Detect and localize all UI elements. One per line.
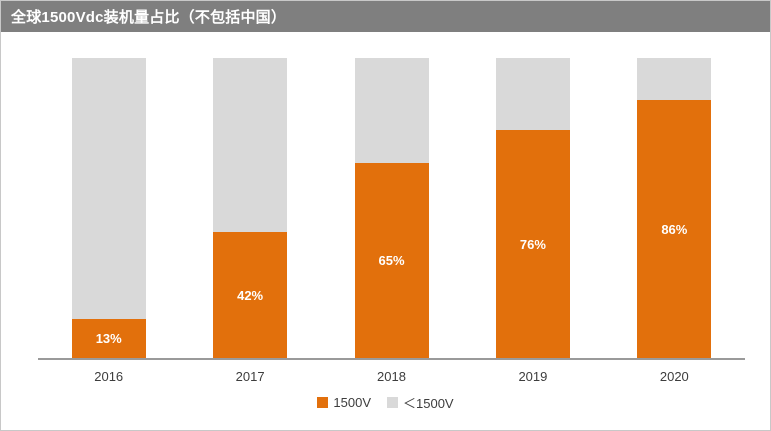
bar-segment-1500v: 65%	[354, 163, 429, 358]
x-axis-tick-label: 2017	[235, 369, 265, 384]
bar-group: 13%	[38, 58, 179, 358]
x-axis-labels: 2016 2017 2018 2019 2020	[38, 369, 745, 384]
bar-segment-lt1500v	[71, 58, 146, 319]
bar-value-label: 13%	[95, 331, 122, 346]
x-axis-line	[38, 358, 745, 360]
bar-segment-lt1500v	[213, 58, 288, 232]
bar-segment-lt1500v	[495, 58, 570, 130]
x-axis-tick-label: 2016	[94, 369, 124, 384]
chart-legend: 1500V ＜1500V	[1, 393, 770, 412]
chart-title-bar: 全球1500Vdc装机量占比（不包括中国）	[1, 1, 770, 32]
bar-segment-lt1500v	[637, 58, 712, 100]
bar-segment-1500v: 76%	[495, 130, 570, 358]
bar-group: 76%	[462, 58, 603, 358]
bar-value-label: 86%	[661, 221, 688, 237]
legend-item: 1500V	[317, 395, 371, 410]
bar-group: 42%	[179, 58, 320, 358]
bar-segment-1500v: 42%	[213, 232, 288, 358]
bar-segment-lt1500v	[354, 58, 429, 163]
bar-value-label: 65%	[378, 253, 405, 268]
bar-value-label: 42%	[237, 287, 264, 303]
x-axis-tick-label: 2019	[518, 369, 548, 384]
legend-label: ＜1500V	[403, 396, 454, 411]
chart-title: 全球1500Vdc装机量占比（不包括中国）	[11, 9, 287, 26]
bar-segment-1500v: 86%	[637, 100, 712, 358]
legend-item: ＜1500V	[387, 393, 454, 412]
x-axis-tick-label: 2020	[659, 369, 689, 384]
bar-group: 65%	[321, 58, 462, 358]
legend-swatch-icon	[387, 397, 398, 408]
bar-group: 86%	[604, 58, 745, 358]
bar-value-label: 76%	[519, 236, 546, 252]
bar-segment-1500v: 13%	[71, 319, 146, 358]
legend-swatch-icon	[317, 397, 329, 408]
x-axis-tick-label: 2018	[377, 369, 406, 384]
plot-area: 13% 42% 65% 76% 86%	[38, 58, 745, 358]
legend-label: 1500V	[333, 395, 371, 410]
